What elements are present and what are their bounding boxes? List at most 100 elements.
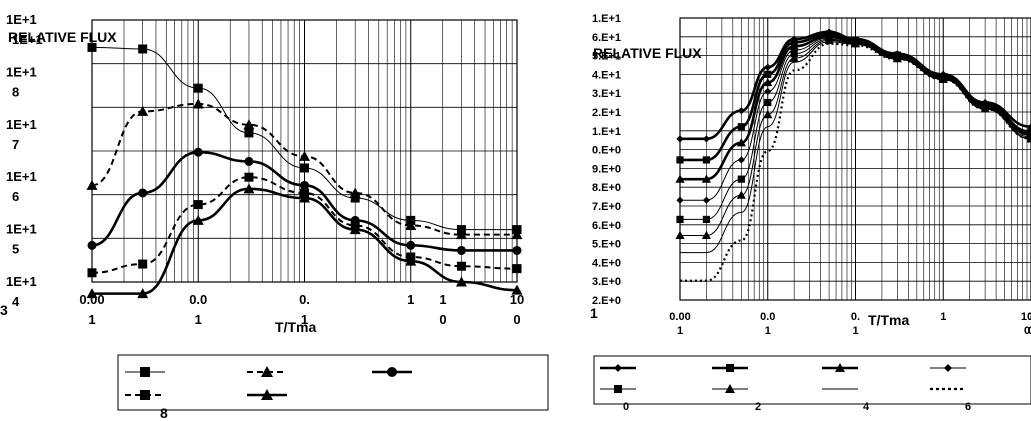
series-4-point <box>299 192 310 203</box>
chart-right: 1.E+1 6.E+1 5.E+1 4.E+1 3.E+1 2.E+1 1.E+1 0.E+0… <box>590 13 1031 413</box>
x-tick-sublabel: 0 <box>513 312 520 327</box>
legend-marker-4 <box>261 389 273 400</box>
x-tick-sublabel: 1 <box>852 325 858 337</box>
series-2-point <box>300 180 309 190</box>
series-5-point <box>736 190 746 199</box>
series-1-point <box>676 156 684 164</box>
left-y-ticks: 1E+1 1E+1 1E+1 8 1E+1 7 1E+1 6 1E+1 5 1E+1 4 <box>6 12 43 309</box>
series-0-point <box>350 193 360 203</box>
y-tick-label: 9.E+0 <box>592 163 621 175</box>
series-4-point <box>86 288 98 299</box>
series-line-0 <box>91 46 517 231</box>
left-legend-label: 8 <box>160 405 168 421</box>
series-0-point <box>300 163 309 173</box>
y-tick-exponent: 1E+1 <box>12 32 43 47</box>
series-1-point <box>1027 128 1031 136</box>
right-y-axis-title: RELATIVE FLUX <box>593 45 702 61</box>
right-legend-labels: 0 2 4 6 <box>623 401 971 413</box>
y-tick-label: 5.E+0 <box>592 239 621 251</box>
left-plot-frame <box>91 19 518 283</box>
series-4-point <box>1027 133 1031 141</box>
series-4-point <box>243 183 255 194</box>
left-x-axis-title: T/Tma <box>275 319 316 335</box>
series-3-point <box>138 259 148 269</box>
y-tick-label: 1E+1 <box>6 12 37 27</box>
series-1-point <box>455 229 467 240</box>
right-legend-box <box>593 355 1031 405</box>
y-tick-label: 4.E+1 <box>592 69 621 81</box>
series-3-point <box>702 196 711 204</box>
y-tick-label: 6.E+0 <box>592 220 621 232</box>
series-3-point <box>512 264 522 274</box>
left-grid <box>91 19 517 283</box>
series-0-point <box>702 135 711 143</box>
y-tick-label: 3.E+1 <box>592 88 621 100</box>
series-2-point <box>87 240 97 250</box>
x-tick-sublabel: 1 <box>88 312 95 327</box>
series-4-point <box>137 288 149 299</box>
y-tick-label: 8.E+0 <box>592 182 621 194</box>
series-1-point <box>511 229 523 240</box>
series-2-point <box>406 240 416 250</box>
left-y-axis-title: RELATIVE FLUX <box>8 29 117 45</box>
x-tick-label: 0.00 <box>79 292 104 307</box>
right-y-ticks: 1.E+1 6.E+1 5.E+1 4.E+1 3.E+1 2.E+1 1.E+1 0.E+0… <box>592 13 621 307</box>
legend-label: 0 <box>623 401 629 413</box>
series-line-1 <box>91 102 517 236</box>
series-2-point <box>193 147 203 157</box>
legend-marker-3 <box>140 390 150 400</box>
x-tick-sublabel: 1 <box>765 325 771 337</box>
series-0-point <box>138 44 148 54</box>
series-1-point <box>702 156 711 164</box>
series-1-point <box>86 179 98 190</box>
series-3-point <box>193 200 203 210</box>
series-4-point <box>455 276 467 287</box>
series-0-point <box>676 135 684 143</box>
series-2-point <box>701 174 712 183</box>
legend-label: 4 <box>863 401 870 413</box>
y-tick-label: 7.E+0 <box>592 201 621 213</box>
series-4-point <box>405 255 417 266</box>
series-1-point <box>192 98 204 109</box>
x-tick-label: 0. <box>299 292 310 307</box>
legend-marker-2 <box>387 367 397 377</box>
legend-marker-5 <box>725 384 735 393</box>
series-2-point <box>138 188 148 198</box>
legend-marker-0 <box>140 367 150 377</box>
series-2-point <box>512 245 522 255</box>
series-5-point <box>701 230 712 240</box>
series-4-point <box>511 284 523 295</box>
left-legend-box <box>117 354 549 411</box>
y-tick-label: 2.E+0 <box>592 295 621 307</box>
x-tick-label: 0.00 <box>669 311 690 323</box>
series-5-point <box>675 230 685 240</box>
series-3-point <box>764 87 772 96</box>
x-tick-label: 0.0 <box>760 311 775 323</box>
series-4-point <box>676 215 684 224</box>
x-tick-sublabel: 0 <box>1028 325 1031 337</box>
y-tick-label: 1E+1 <box>6 117 37 132</box>
x-tick-sublabel: 0 <box>439 312 446 327</box>
y-tick-label: 1E+1 <box>6 169 37 184</box>
series-2-point <box>244 156 254 166</box>
x-tick-label: 1 <box>1028 311 1031 323</box>
series-1-point <box>737 123 745 131</box>
left-bottom-label: 3 <box>0 302 8 318</box>
x-tick-label: 0. <box>851 311 860 323</box>
legend-marker-3 <box>944 364 952 372</box>
x-tick-label: 0.0 <box>189 292 207 307</box>
y-tick-label: 0.E+0 <box>592 145 621 157</box>
legend-marker-1 <box>261 366 273 377</box>
x-tick-sublabel: 0 <box>1024 325 1030 337</box>
right-legend <box>600 363 966 393</box>
y-tick-label: 5.E+1 <box>592 51 621 63</box>
series-2-point <box>789 41 799 50</box>
right-bottom-label: 1 <box>590 305 598 321</box>
series-4-point <box>192 214 204 225</box>
legend-label: 2 <box>755 401 761 413</box>
y-tick-label: 4.E+0 <box>592 257 621 269</box>
right-series-group <box>675 28 1031 282</box>
series-1-point <box>405 219 417 230</box>
